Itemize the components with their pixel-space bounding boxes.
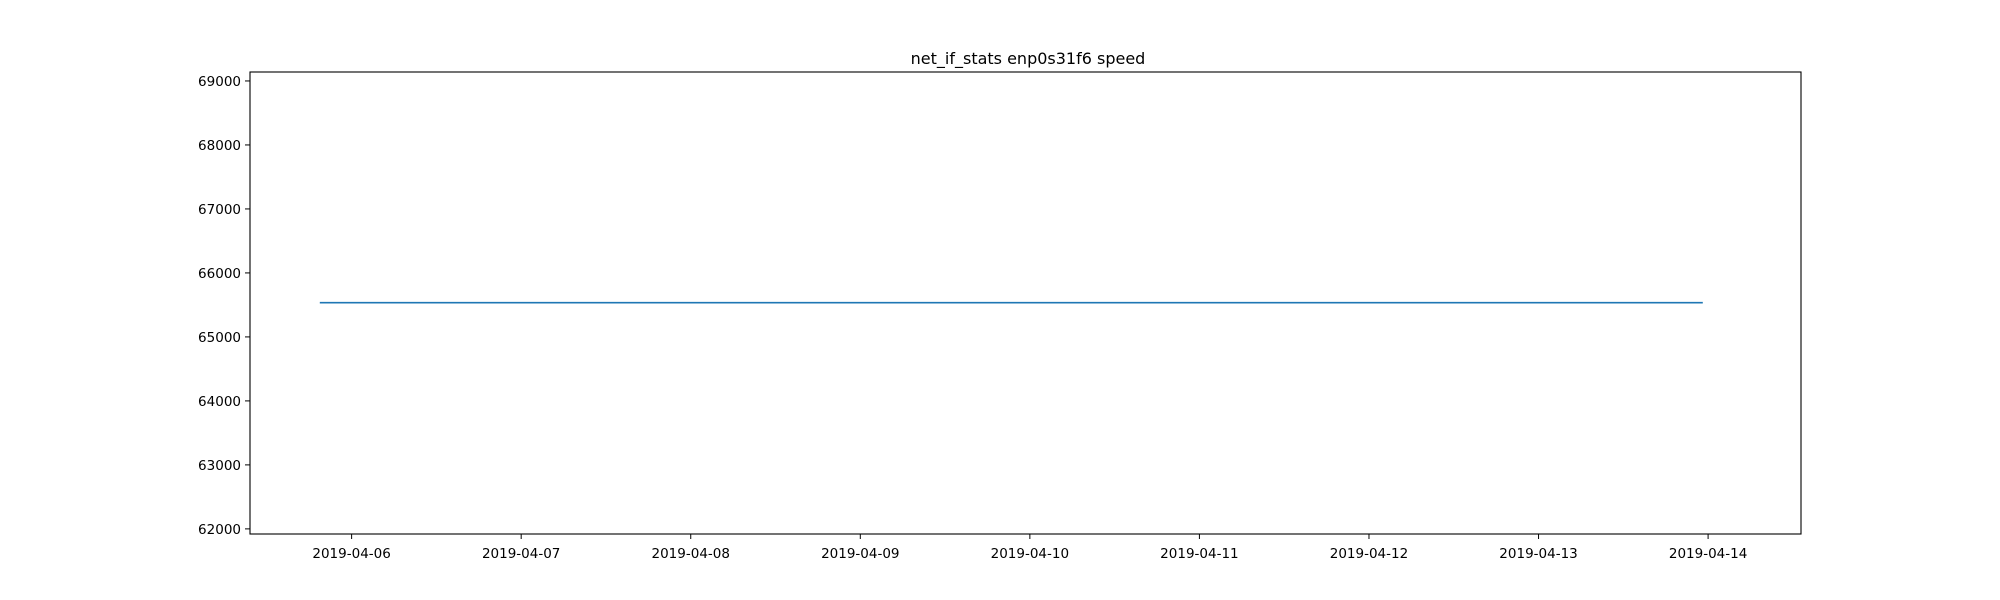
x-tick-label: 2019-04-13 <box>1499 546 1577 562</box>
x-tick-label: 2019-04-10 <box>991 546 1069 562</box>
x-tick-label: 2019-04-14 <box>1669 546 1747 562</box>
y-tick-label: 69000 <box>198 74 241 90</box>
y-tick-label: 62000 <box>198 522 241 538</box>
x-tick-label: 2019-04-12 <box>1330 546 1408 562</box>
x-tick-label: 2019-04-09 <box>821 546 899 562</box>
y-tick-label: 67000 <box>198 202 241 218</box>
y-tick-label: 68000 <box>198 138 241 154</box>
y-tick-label: 66000 <box>198 266 241 282</box>
chart-title: net_if_stats enp0s31f6 speed <box>911 49 1146 69</box>
y-tick-label: 64000 <box>198 394 241 410</box>
x-tick-label: 2019-04-06 <box>312 546 390 562</box>
y-tick-label: 65000 <box>198 330 241 346</box>
x-tick-label: 2019-04-08 <box>652 546 730 562</box>
x-tick-label: 2019-04-07 <box>482 546 560 562</box>
y-tick-label: 63000 <box>198 458 241 474</box>
plot-frame <box>249 71 1802 535</box>
x-tick-label: 2019-04-11 <box>1160 546 1238 562</box>
axis-ticks: 2019-04-06 2019-04-07 2019-04-08 2019-04-09… <box>198 74 1747 562</box>
